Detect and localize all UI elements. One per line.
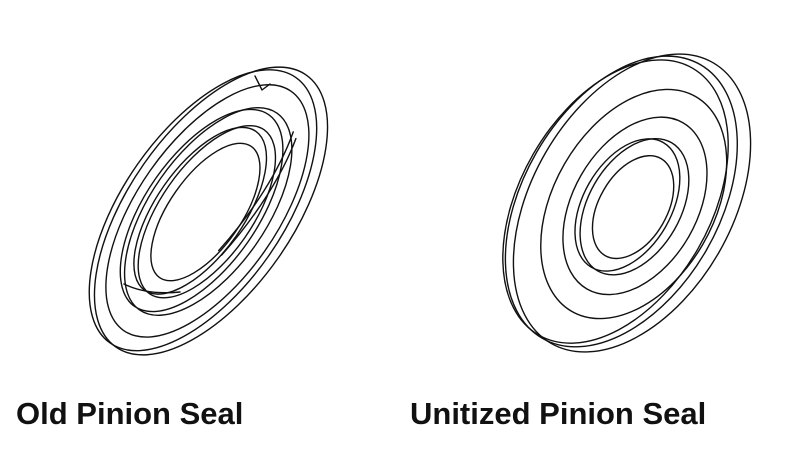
old-pinion-seal-label: Old Pinion Seal <box>16 396 244 431</box>
old-seal-bore-outer <box>123 107 293 316</box>
unitized-pinion-seal-drawing <box>502 53 752 353</box>
old-seal-spring-detail <box>220 137 297 256</box>
unitized-pinion-seal-label: Unitized Pinion Seal <box>410 396 707 431</box>
unitized-seal-outer-edge-back <box>502 59 729 344</box>
unitized-seal-outer-edge-thickness <box>504 55 738 348</box>
unitized-seal-inner-bore <box>591 155 675 260</box>
old-seal-tab-top <box>254 75 271 91</box>
unitized-seal-middle-ring-inner <box>562 116 708 296</box>
unitized-seal-bore-ring <box>579 137 690 276</box>
old-seal-spring-detail-2 <box>217 131 294 252</box>
unitized-seal-outer-edge <box>512 53 752 353</box>
old-pinion-seal-drawing <box>88 66 329 356</box>
unitized-seal-bore-ring-depth <box>574 138 681 272</box>
old-seal-lip-ring <box>137 124 277 299</box>
old-seal-outer-edge <box>93 66 329 356</box>
old-seal-tab-bottom <box>123 283 181 294</box>
old-seal-flange-inner-rim <box>105 84 310 338</box>
unitized-seal-middle-ring <box>540 88 728 320</box>
old-seal-outer-edge-thickness <box>88 69 318 352</box>
